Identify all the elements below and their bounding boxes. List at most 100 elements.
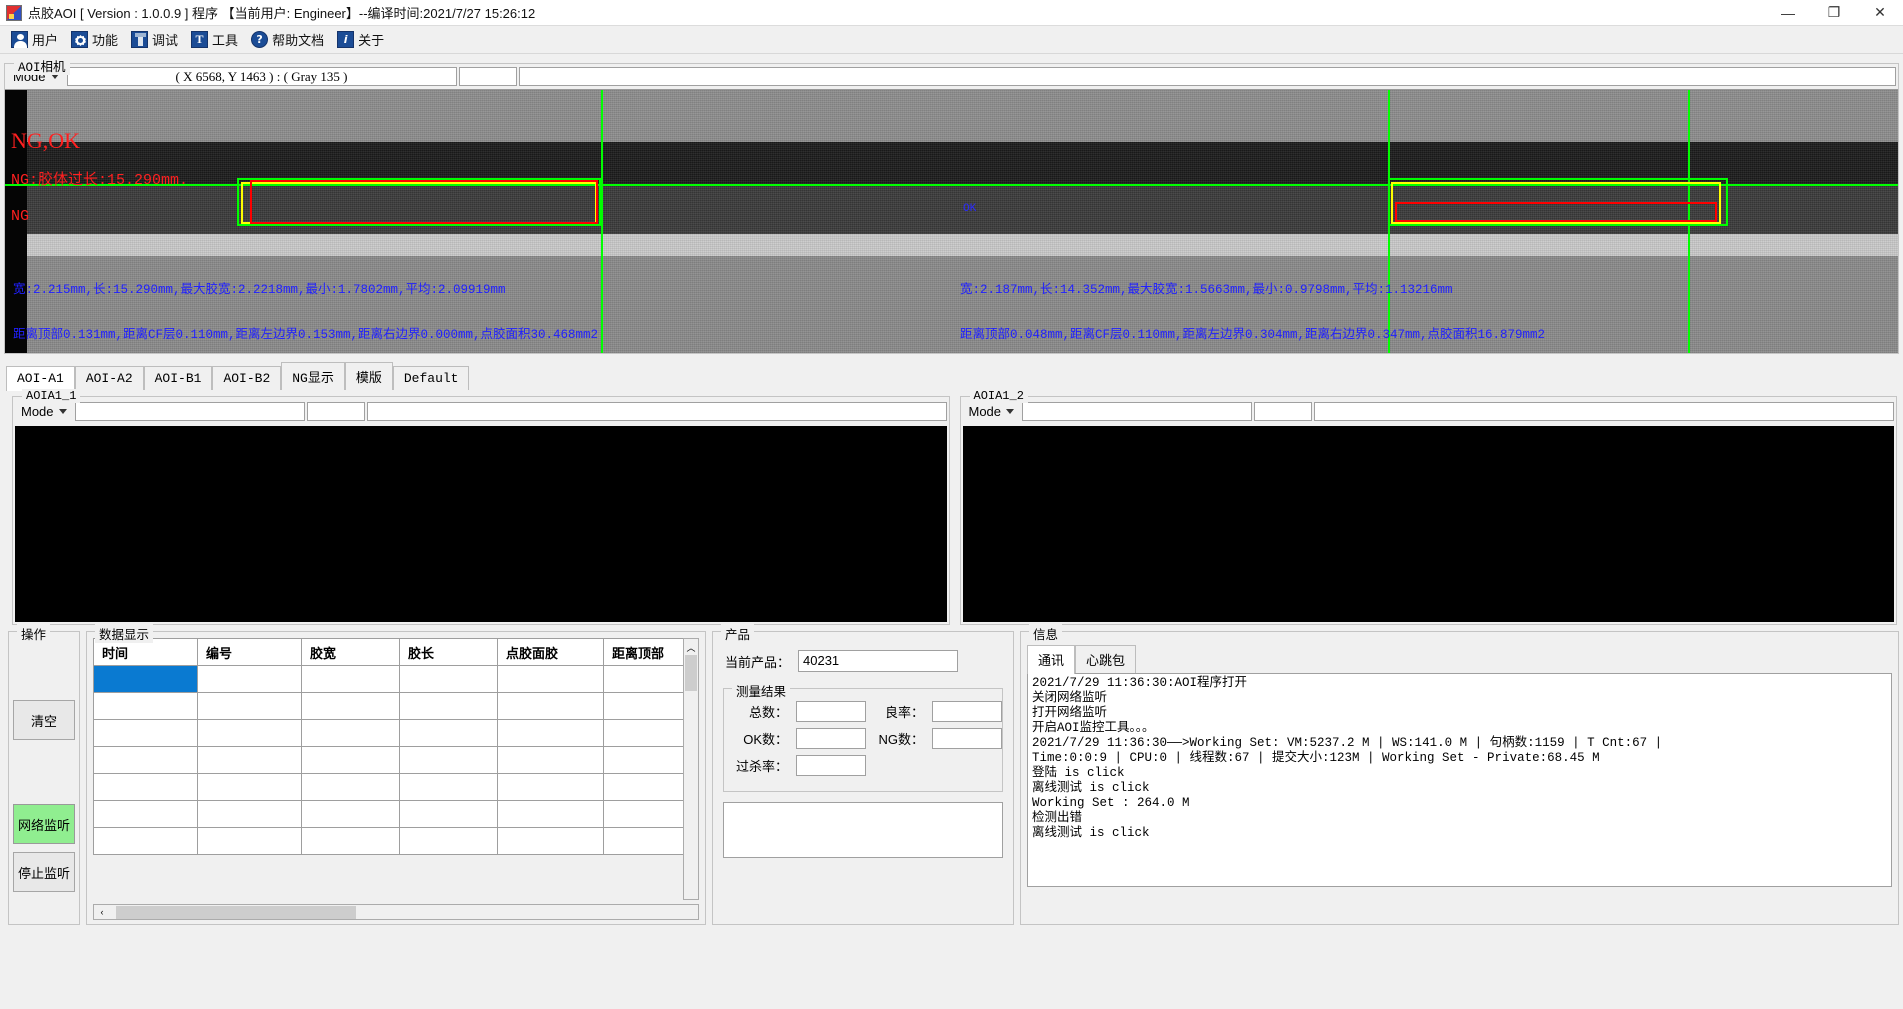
preview-2-canvas[interactable]	[962, 426, 1894, 622]
toolbar-item-about[interactable]: i 关于	[334, 28, 392, 51]
preview-1-field-2[interactable]	[366, 402, 947, 421]
table-cell[interactable]	[497, 665, 604, 693]
table-cell[interactable]	[497, 827, 604, 855]
current-product-input[interactable]: 40231	[798, 650, 959, 672]
table-cell[interactable]	[497, 773, 604, 801]
clear-button[interactable]: 清空	[13, 700, 75, 740]
table-row[interactable]	[93, 773, 690, 801]
table-cell[interactable]	[301, 692, 400, 720]
tab-heartbeat[interactable]: 心跳包	[1075, 645, 1137, 673]
toolbar-item-user[interactable]: 用户	[8, 28, 66, 51]
table-cell[interactable]	[603, 692, 690, 720]
table-cell[interactable]	[93, 773, 198, 801]
table-cell[interactable]	[301, 827, 400, 855]
network-listen-button[interactable]: 网络监听	[13, 804, 75, 844]
camera-field-1[interactable]	[458, 67, 517, 86]
tab-template[interactable]: 模版	[344, 362, 393, 390]
gear-icon	[71, 31, 89, 48]
guide-line-h1	[5, 184, 1898, 186]
preview-2-mode-label: Mode	[968, 404, 1002, 419]
table-cell[interactable]	[197, 665, 302, 693]
tab-default[interactable]: Default	[392, 366, 470, 390]
table-cell[interactable]	[497, 692, 604, 720]
table-cell[interactable]	[399, 800, 498, 828]
preview-2-field-1[interactable]	[1254, 402, 1313, 421]
table-cell[interactable]	[603, 800, 690, 828]
table-row[interactable]	[93, 827, 690, 855]
preview-2-field-2[interactable]	[1314, 402, 1894, 421]
camera-image-view[interactable]: NG,OK NG:胶体过长:15.290mm. NG OK 宽:2.215mm,…	[5, 89, 1898, 353]
table-cell[interactable]	[197, 746, 302, 774]
tab-aoi-a2[interactable]: AOI-A2	[74, 366, 144, 390]
product-notes-box[interactable]	[723, 802, 1003, 858]
table-cell[interactable]	[301, 800, 400, 828]
table-row[interactable]	[93, 800, 690, 828]
table-cell[interactable]	[197, 800, 302, 828]
table-cell-selected[interactable]	[93, 665, 198, 693]
table-cell[interactable]	[197, 773, 302, 801]
table-cell[interactable]	[603, 719, 690, 747]
table-cell[interactable]	[399, 692, 498, 720]
overlay-left-measure-1: 宽:2.215mm,长:15.290mm,最大胶宽:2.2218mm,最小:1.…	[13, 283, 506, 297]
preview-1-field-1[interactable]	[306, 402, 365, 421]
column-header-area[interactable]: 点胶面胶	[497, 638, 604, 666]
toolbar-item-tools[interactable]: T 工具	[188, 28, 246, 51]
table-row[interactable]	[93, 692, 690, 720]
tab-ng-display[interactable]: NG显示	[281, 362, 345, 390]
table-cell[interactable]	[497, 719, 604, 747]
toolbar-item-help[interactable]: ? 帮助文档	[248, 28, 332, 51]
table-cell[interactable]	[197, 719, 302, 747]
table-cell[interactable]	[93, 800, 198, 828]
stop-listen-button[interactable]: 停止监听	[13, 852, 75, 892]
camera-field-2[interactable]	[518, 67, 1896, 86]
table-cell[interactable]	[399, 827, 498, 855]
table-row[interactable]	[93, 746, 690, 774]
tab-aoi-a1[interactable]: AOI-A1	[6, 366, 75, 391]
table-cell[interactable]	[603, 773, 690, 801]
column-header-width[interactable]: 胶宽	[301, 638, 400, 666]
table-row[interactable]	[93, 719, 690, 747]
table-cell[interactable]	[197, 692, 302, 720]
table-cell[interactable]	[93, 746, 198, 774]
table-cell[interactable]	[301, 665, 400, 693]
hscroll-thumb[interactable]	[116, 905, 356, 919]
close-button[interactable]: ✕	[1874, 4, 1886, 20]
vscroll-thumb[interactable]	[685, 655, 697, 691]
table-cell[interactable]	[399, 719, 498, 747]
scroll-left-arrow[interactable]: ‹	[100, 907, 104, 917]
table-cell[interactable]	[301, 719, 400, 747]
table-cell[interactable]	[497, 800, 604, 828]
table-vertical-scrollbar[interactable]: ︿	[683, 638, 699, 900]
preview-1-canvas[interactable]	[15, 426, 947, 622]
tab-aoi-b2[interactable]: AOI-B2	[212, 366, 282, 390]
tab-aoi-b1[interactable]: AOI-B1	[143, 366, 213, 390]
data-table[interactable]: 时间 编号 胶宽 胶长 点胶面胶 距离顶部	[93, 638, 690, 855]
preview-1-mode-dropdown[interactable]: Mode	[15, 403, 73, 420]
table-cell[interactable]	[93, 692, 198, 720]
column-header-length[interactable]: 胶长	[399, 638, 498, 666]
table-row[interactable]	[93, 665, 690, 693]
table-cell[interactable]	[399, 773, 498, 801]
table-cell[interactable]	[399, 746, 498, 774]
info-log-textarea[interactable]: 2021/7/29 11:36:30:AOI程序打开 关闭网络监听 打开网络监听…	[1027, 673, 1892, 887]
table-horizontal-scrollbar[interactable]: ‹	[93, 904, 699, 920]
minimize-button[interactable]: —	[1781, 4, 1795, 21]
table-cell[interactable]	[399, 665, 498, 693]
table-cell[interactable]	[603, 665, 690, 693]
table-cell[interactable]	[301, 746, 400, 774]
maximize-button[interactable]: ❐	[1827, 4, 1841, 20]
table-cell[interactable]	[197, 827, 302, 855]
column-header-top-dist[interactable]: 距离顶部	[603, 638, 690, 666]
table-cell[interactable]	[301, 773, 400, 801]
table-cell[interactable]	[93, 719, 198, 747]
table-cell[interactable]	[93, 827, 198, 855]
column-header-id[interactable]: 编号	[197, 638, 302, 666]
table-cell[interactable]	[497, 746, 604, 774]
preview-2-mode-dropdown[interactable]: Mode	[963, 403, 1021, 420]
toolbar-item-debug[interactable]: 调试	[128, 28, 186, 51]
table-cell[interactable]	[603, 746, 690, 774]
tab-communication[interactable]: 通讯	[1027, 645, 1076, 674]
table-cell[interactable]	[603, 827, 690, 855]
scroll-up-arrow[interactable]: ︿	[684, 639, 698, 655]
toolbar-item-function[interactable]: 功能	[68, 28, 126, 51]
